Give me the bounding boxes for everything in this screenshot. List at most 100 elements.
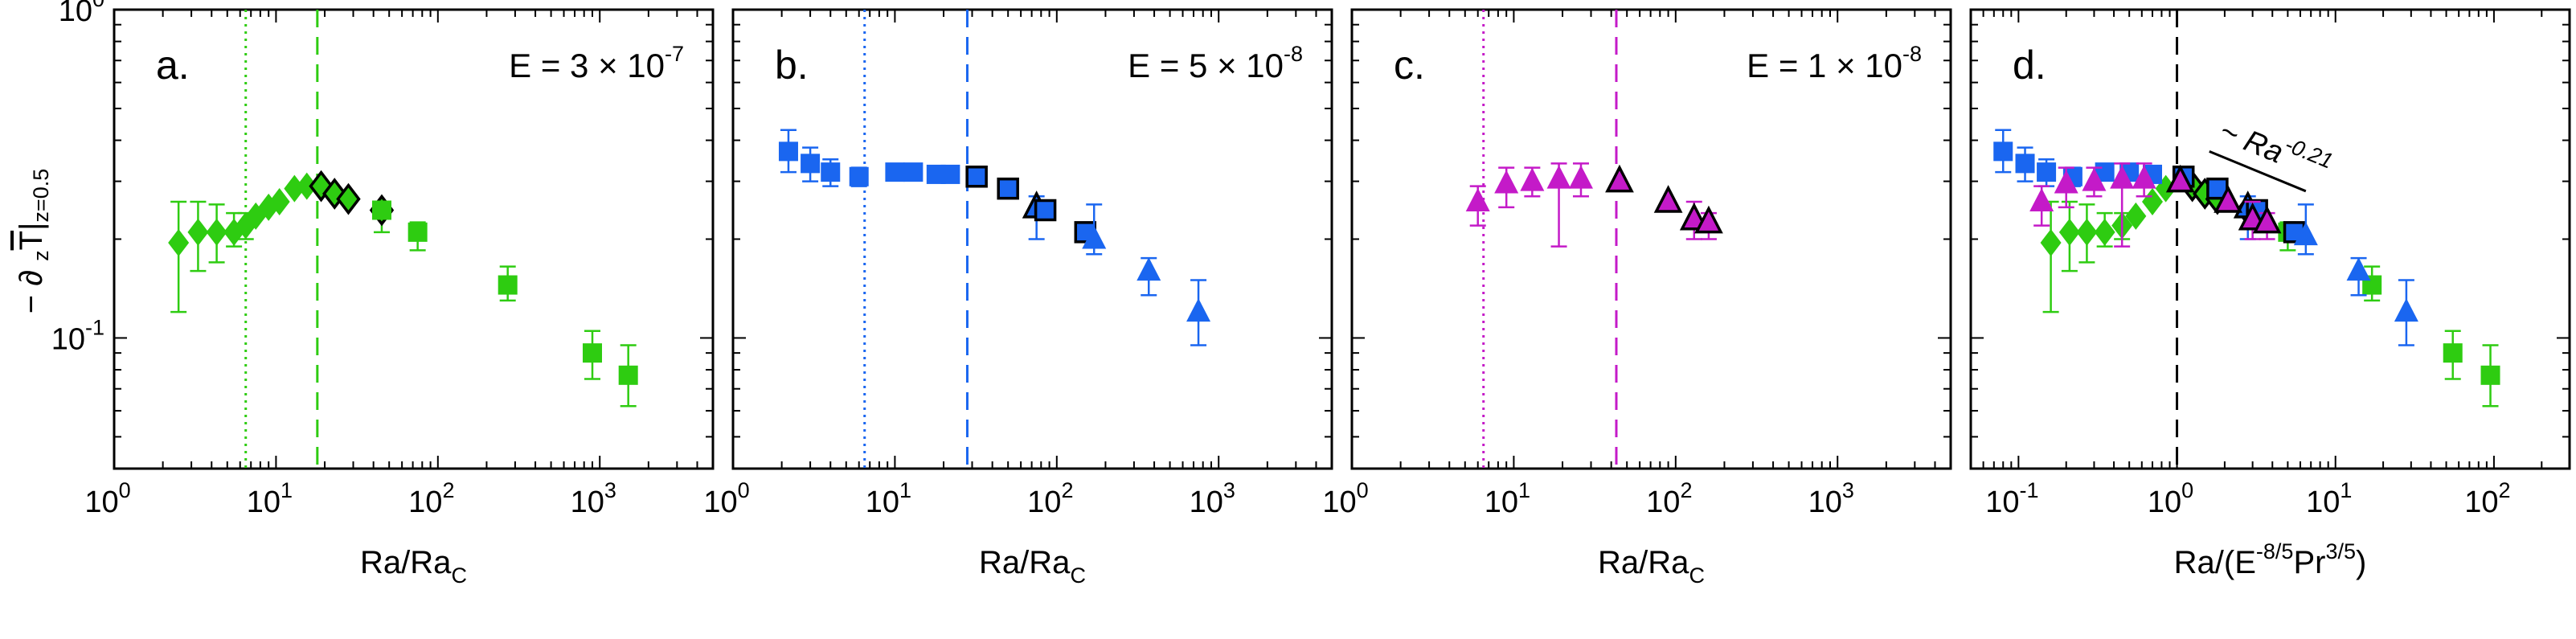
marker-square xyxy=(2443,343,2463,363)
x-axis-title: Ra/RaC xyxy=(979,545,1086,588)
data-point xyxy=(371,200,391,220)
x-tick-label: 102 xyxy=(408,478,454,519)
marker-square xyxy=(371,200,391,220)
marker-square xyxy=(849,166,869,186)
data-point xyxy=(2054,166,2078,209)
marker-triangle xyxy=(2214,185,2242,213)
marker-triangle xyxy=(1136,257,1161,281)
data-point xyxy=(965,166,988,188)
data-point xyxy=(1568,162,1593,198)
panel-c: 100 101 102 103 Ra/RaC c. E = 1 × 10-8 xyxy=(1322,8,1952,588)
marker-diamond xyxy=(2094,218,2115,246)
ekman-number-label: E = 3 × 10-7 xyxy=(509,42,684,84)
marker-diamond xyxy=(284,174,305,203)
data-point xyxy=(1520,166,1545,198)
data-point xyxy=(2029,185,2054,227)
data-point xyxy=(2058,200,2080,272)
x-tick-label: 100 xyxy=(703,478,749,519)
marker-triangle xyxy=(1605,164,1634,193)
data-point xyxy=(2293,203,2318,256)
marker-diamond xyxy=(168,228,190,256)
panel-a: 100 101 102 103 Ra/RaC a. E = 3 × 10-7 xyxy=(84,8,715,588)
data-point xyxy=(2110,162,2135,248)
x-tick-label: 103 xyxy=(1808,478,1854,519)
data-point xyxy=(407,221,428,252)
marker-square xyxy=(801,154,821,174)
y-tick-label: 10-1 xyxy=(51,315,104,356)
marker-triangle xyxy=(2054,170,2078,194)
data-point xyxy=(778,129,798,174)
marker-diamond xyxy=(2142,187,2164,215)
data-point xyxy=(1993,129,2013,174)
y-axis-title: − ∂ zT|z=0.5 xyxy=(14,169,53,314)
marker-triangle xyxy=(1520,167,1545,191)
panels: 100 101 102 103 Ra/RaC a. E = 3 × 10-7 100 101 10… xyxy=(84,8,2571,588)
data-point xyxy=(168,200,190,313)
panel-letter: a. xyxy=(156,43,190,88)
marker-triangle xyxy=(1694,205,1723,234)
panel-letter: d. xyxy=(2013,43,2046,88)
data-point xyxy=(2082,166,2107,198)
data-point xyxy=(2132,162,2156,198)
data-point xyxy=(2015,146,2035,182)
marker-diamond xyxy=(2076,218,2098,246)
data-point xyxy=(801,146,821,182)
marker-diamond xyxy=(296,172,317,200)
data-point xyxy=(1494,166,1519,209)
x-axis-title: Ra/RaC xyxy=(1598,545,1705,588)
marker-triangle xyxy=(2082,167,2107,191)
data-point xyxy=(2040,200,2062,313)
data-point xyxy=(2362,265,2382,302)
marker-square xyxy=(2037,162,2057,182)
data-point xyxy=(821,158,841,187)
marker-triangle xyxy=(1465,187,1490,211)
x-tick-label: 100 xyxy=(1322,478,1368,519)
panel-b: 100 101 102 103 Ra/RaC b. E = 5 × 10-8 xyxy=(703,8,1333,588)
x-axis-title: Ra/RaC xyxy=(360,545,467,588)
x-tick-label: 10-1 xyxy=(1985,478,2038,519)
x-tick-label: 102 xyxy=(2464,478,2510,519)
data-point xyxy=(2125,202,2147,230)
trend-label: ~ Ra-0.21 xyxy=(2214,108,2336,190)
data-point xyxy=(2142,187,2164,215)
y-axis-label: − ∂ zT|z=0.5 100 10-1 xyxy=(14,0,104,356)
data-point xyxy=(2252,205,2282,240)
y-tick-label: 100 xyxy=(59,0,104,28)
marker-square xyxy=(885,162,905,182)
data-point xyxy=(1186,279,1211,346)
data-point xyxy=(2346,256,2371,297)
marker-square xyxy=(821,162,841,182)
marker-square xyxy=(407,222,428,242)
x-tick-label: 100 xyxy=(84,478,130,519)
data-point xyxy=(885,162,905,182)
marker-square xyxy=(997,177,1019,200)
data-point xyxy=(849,166,869,187)
x-tick-label: 102 xyxy=(1027,478,1073,519)
panel-letter: c. xyxy=(1394,43,1425,88)
marker-triangle xyxy=(2252,205,2282,234)
marker-triangle xyxy=(1653,185,1683,213)
data-point xyxy=(1605,164,1634,193)
marker-square xyxy=(965,166,988,188)
data-point xyxy=(583,330,603,380)
x-tick-label: 101 xyxy=(247,478,293,519)
data-point xyxy=(1136,256,1161,297)
marker-square xyxy=(583,343,603,363)
x-tick-label: 101 xyxy=(1485,478,1530,519)
data-point xyxy=(1034,199,1057,222)
data-point xyxy=(268,187,290,215)
data-point xyxy=(940,164,960,184)
marker-square xyxy=(498,275,518,295)
marker-diamond xyxy=(206,218,227,246)
marker-square xyxy=(2480,365,2500,385)
marker-triangle xyxy=(1546,165,1571,189)
marker-square xyxy=(903,162,924,182)
x-tick-label: 101 xyxy=(866,478,911,519)
data-point xyxy=(2094,211,2115,248)
data-point xyxy=(1694,205,1723,240)
data-point xyxy=(206,203,227,264)
x-tick-label: 102 xyxy=(1646,478,1692,519)
marker-triangle xyxy=(2293,222,2318,246)
data-point xyxy=(498,265,518,302)
